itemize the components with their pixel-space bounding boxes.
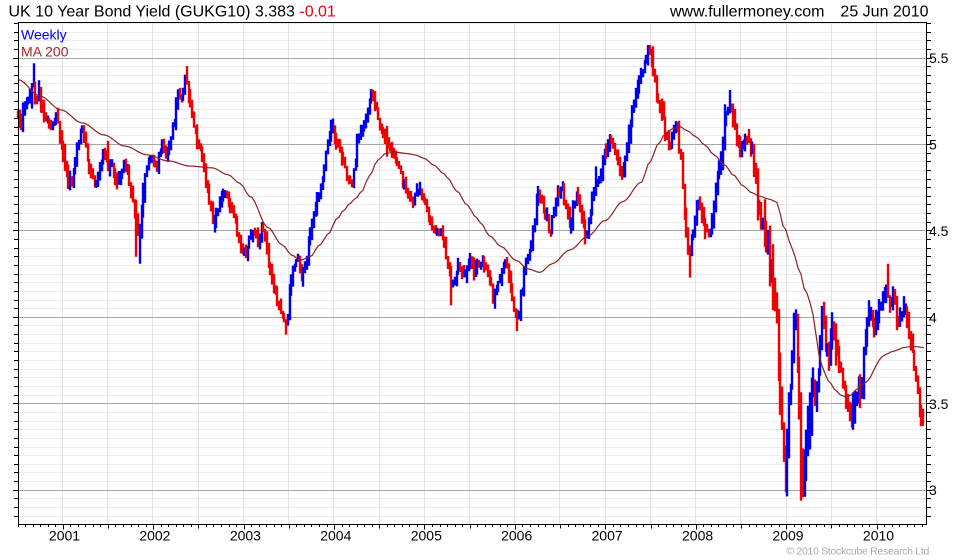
svg-text:3: 3: [929, 482, 937, 498]
svg-text:25 Jun 2010: 25 Jun 2010: [840, 4, 928, 21]
svg-text:2002: 2002: [139, 528, 170, 544]
svg-text:4.5: 4.5: [929, 223, 949, 239]
svg-text:2008: 2008: [682, 528, 713, 544]
svg-text:www.fullermoney.com: www.fullermoney.com: [669, 4, 824, 21]
svg-text:Weekly: Weekly: [21, 27, 67, 43]
svg-text:2006: 2006: [501, 528, 532, 544]
svg-text:© 2010 Stockcube Research Ltd: © 2010 Stockcube Research Ltd: [786, 546, 929, 558]
svg-text:2009: 2009: [772, 528, 803, 544]
svg-text:5: 5: [929, 136, 937, 152]
svg-text:UK 10 Year Bond Yield (GUKG10): UK 10 Year Bond Yield (GUKG10) 3.383 -0.…: [9, 4, 336, 21]
svg-text:5.5: 5.5: [929, 50, 949, 66]
svg-text:3.5: 3.5: [929, 396, 949, 412]
svg-text:4: 4: [929, 309, 937, 325]
svg-text:2007: 2007: [592, 528, 623, 544]
svg-text:2003: 2003: [230, 528, 261, 544]
svg-text:2005: 2005: [411, 528, 442, 544]
svg-text:2004: 2004: [320, 528, 351, 544]
svg-text:MA 200: MA 200: [21, 44, 69, 60]
svg-text:2001: 2001: [49, 528, 80, 544]
svg-text:2010: 2010: [863, 528, 894, 544]
